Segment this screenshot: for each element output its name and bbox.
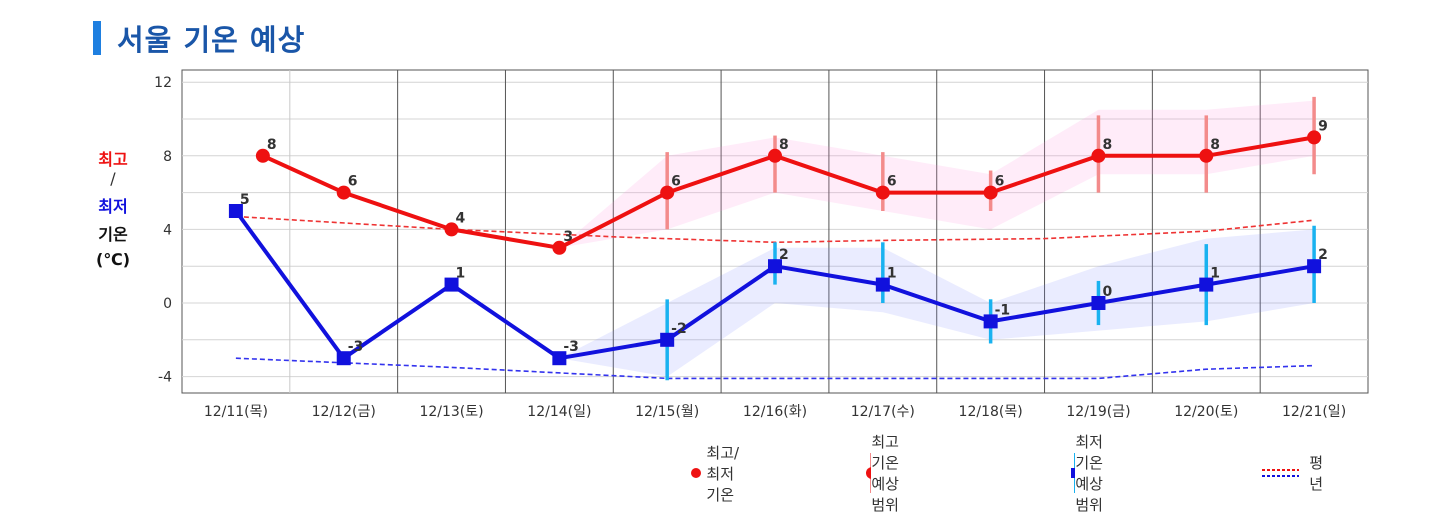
low-data-label: 5 xyxy=(240,192,250,208)
y-tick-label: -4 xyxy=(158,370,172,386)
x-tick-label: 12/14(일) xyxy=(527,404,591,420)
legend-label-high-range: 최고기온 예상범위 xyxy=(871,431,903,515)
low-range-icon xyxy=(1068,449,1075,497)
x-tick-label: 12/17(수) xyxy=(851,404,915,420)
y-tick-label: 4 xyxy=(163,222,172,238)
high-data-label: 8 xyxy=(779,137,789,153)
x-tick-label: 12/19(금) xyxy=(1066,404,1130,420)
y-tick-label: 12 xyxy=(154,75,172,91)
high-data-label: 8 xyxy=(1210,137,1220,153)
legend-marker-icon xyxy=(688,463,706,483)
high-data-label: 4 xyxy=(456,210,466,226)
low-data-label: -3 xyxy=(348,339,364,355)
high-data-label: 6 xyxy=(348,174,358,190)
low-data-label: 1 xyxy=(1210,266,1220,282)
x-tick-label: 12/13(토) xyxy=(419,404,483,420)
y-tick-label: 8 xyxy=(163,149,172,165)
low-data-label: 1 xyxy=(887,266,897,282)
x-tick-label: 12/15(월) xyxy=(635,404,699,420)
legend-item-temps: 최고/최저기온 xyxy=(688,448,747,498)
high-data-label: 6 xyxy=(671,174,681,190)
x-tick-label: 12/11(목) xyxy=(204,404,268,420)
low-data-label: 2 xyxy=(1318,247,1328,263)
x-tick-label: 12/21(일) xyxy=(1282,404,1346,420)
y-tick-label: 0 xyxy=(163,296,172,312)
low-data-label: -2 xyxy=(671,321,687,337)
low-data-label: 1 xyxy=(456,266,466,282)
high-data-label: 8 xyxy=(267,137,277,153)
legend-item-normal: 평년 xyxy=(1260,448,1332,498)
high-data-label: 9 xyxy=(1318,118,1328,134)
high-data-label: 3 xyxy=(563,229,573,245)
low-data-label: 2 xyxy=(779,247,789,263)
x-tick-label: 12/16(화) xyxy=(743,404,807,420)
high-data-label: 8 xyxy=(1102,137,1112,153)
low-data-label: 0 xyxy=(1102,284,1112,300)
high-range-icon xyxy=(864,449,871,497)
high-data-label: 6 xyxy=(887,174,897,190)
high-data-label: 6 xyxy=(995,174,1005,190)
legend-label-normal: 평년 xyxy=(1309,452,1332,494)
legend-item-high-range: 최고기온 예상범위 xyxy=(864,448,904,498)
legend-label-temps: 최고/최저기온 xyxy=(706,442,746,505)
low-data-label: -1 xyxy=(995,302,1011,318)
legend-label-low-range: 최저기온 예상범위 xyxy=(1075,431,1107,515)
x-tick-label: 12/12(금) xyxy=(312,404,376,420)
low-data-label: -3 xyxy=(563,339,579,355)
legend-item-low-range: 최저기온 예상범위 xyxy=(1068,448,1108,498)
normal-line-icon xyxy=(1260,463,1299,483)
x-tick-label: 12/18(목) xyxy=(959,404,1023,420)
x-tick-label: 12/20(토) xyxy=(1174,404,1238,420)
